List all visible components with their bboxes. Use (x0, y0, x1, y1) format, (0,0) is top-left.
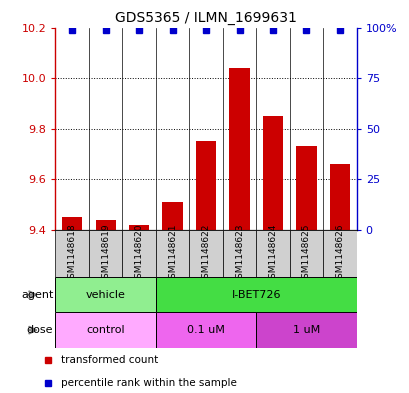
Bar (62, 217, 82, 230)
Text: GSM1148618: GSM1148618 (67, 223, 76, 284)
Bar (229, 68, 249, 230)
Bar (296, 147, 316, 230)
Text: dose: dose (27, 325, 53, 335)
Bar (196, 141, 216, 230)
Text: GSM1148620: GSM1148620 (134, 223, 143, 284)
Title: GDS5365 / ILMN_1699631: GDS5365 / ILMN_1699631 (115, 11, 296, 25)
Bar (55, 312, 155, 348)
Text: 0.1 uM: 0.1 uM (187, 325, 225, 335)
Text: GSM1148626: GSM1148626 (335, 223, 344, 284)
Text: I-BET726: I-BET726 (231, 290, 280, 300)
Bar (256, 230, 289, 277)
Bar (155, 230, 189, 277)
Text: GSM1148624: GSM1148624 (268, 223, 277, 284)
Text: vehicle: vehicle (85, 290, 125, 300)
Bar (95, 220, 115, 230)
Bar (329, 164, 349, 230)
Text: control: control (86, 325, 125, 335)
Text: percentile rank within the sample: percentile rank within the sample (61, 378, 236, 388)
Bar (55, 277, 155, 312)
Text: GSM1148623: GSM1148623 (234, 223, 243, 284)
Text: transformed count: transformed count (61, 355, 157, 365)
Text: GSM1148625: GSM1148625 (301, 223, 310, 284)
Bar (155, 312, 256, 348)
Bar (162, 202, 182, 230)
Bar (189, 230, 222, 277)
Bar (122, 230, 155, 277)
Bar (322, 230, 356, 277)
Text: GSM1148619: GSM1148619 (101, 223, 110, 284)
Bar (289, 230, 322, 277)
Bar (222, 230, 256, 277)
Bar (129, 225, 149, 230)
Bar (262, 116, 282, 230)
Bar (256, 312, 356, 348)
Text: GSM1148622: GSM1148622 (201, 223, 210, 284)
Bar (155, 277, 356, 312)
Text: agent: agent (21, 290, 53, 300)
Text: GSM1148621: GSM1148621 (168, 223, 177, 284)
Bar (55, 230, 89, 277)
Text: 1 uM: 1 uM (292, 325, 319, 335)
Bar (89, 230, 122, 277)
